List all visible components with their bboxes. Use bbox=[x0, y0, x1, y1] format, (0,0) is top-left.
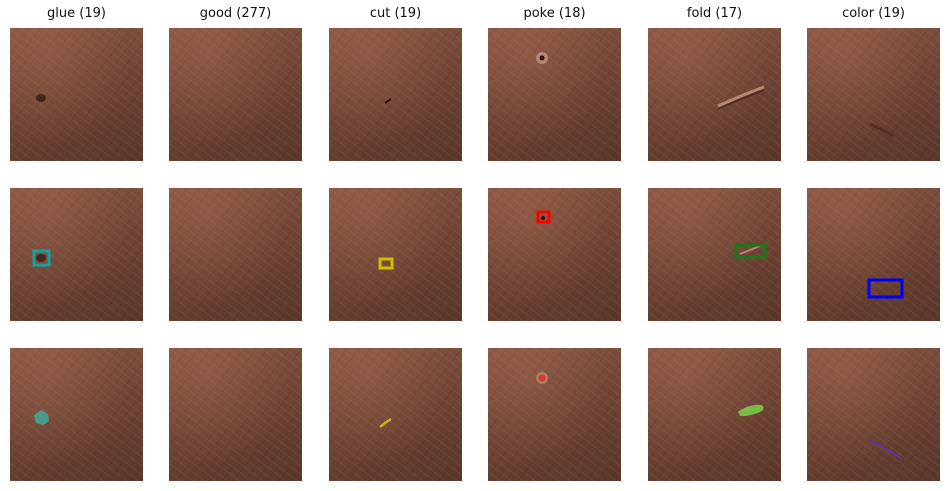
image-poke-bbox bbox=[488, 188, 621, 321]
column-title-poke: poke (18) bbox=[523, 6, 586, 21]
image-fold-original bbox=[648, 28, 781, 161]
defect-glue-spot bbox=[36, 94, 46, 102]
image-good-mask bbox=[169, 348, 302, 481]
image-glue-mask bbox=[10, 348, 143, 481]
column-title-good: good (277) bbox=[199, 6, 272, 21]
mask-color bbox=[868, 439, 902, 459]
image-fold-bbox bbox=[648, 188, 781, 321]
defect-poke-hole bbox=[536, 52, 548, 64]
column-title-color: color (19) bbox=[842, 6, 905, 21]
image-good-original bbox=[169, 28, 302, 161]
defect-fold-crease bbox=[717, 85, 765, 110]
image-glue-bbox bbox=[10, 188, 143, 321]
bbox-glue bbox=[32, 249, 51, 267]
bbox-cut bbox=[378, 257, 394, 270]
column-title-cut: cut (19) bbox=[369, 6, 422, 21]
mask-poke bbox=[536, 372, 548, 384]
image-poke-original bbox=[488, 28, 621, 161]
mask-cut bbox=[379, 417, 392, 428]
mask-glue bbox=[34, 410, 49, 425]
image-color-original bbox=[807, 28, 940, 161]
image-color-bbox bbox=[807, 188, 940, 321]
image-good-bbox bbox=[169, 188, 302, 321]
column-title-fold: fold (17) bbox=[686, 6, 743, 21]
image-glue-original bbox=[10, 28, 143, 161]
bbox-fold bbox=[734, 243, 767, 259]
image-cut-bbox bbox=[329, 188, 462, 321]
defect-color-stain bbox=[869, 122, 894, 138]
bbox-poke bbox=[536, 210, 551, 224]
image-poke-mask bbox=[488, 348, 621, 481]
defect-cut-mark bbox=[384, 98, 392, 104]
image-cut-mask bbox=[329, 348, 462, 481]
image-cut-original bbox=[329, 28, 462, 161]
image-fold-mask bbox=[648, 348, 781, 481]
column-title-glue: glue (19) bbox=[47, 6, 106, 21]
mask-fold bbox=[738, 404, 764, 417]
image-color-mask bbox=[807, 348, 940, 481]
bbox-color bbox=[867, 278, 904, 299]
